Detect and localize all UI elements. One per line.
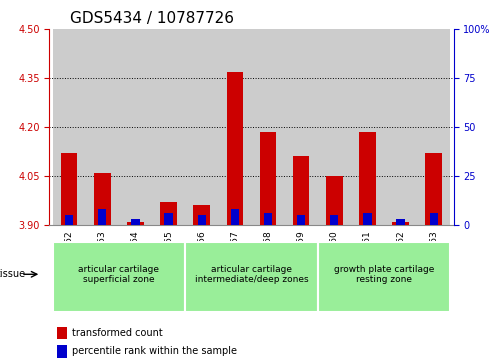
FancyBboxPatch shape: [53, 241, 185, 312]
FancyBboxPatch shape: [317, 241, 450, 312]
Bar: [127, 222, 144, 225]
Bar: [293, 156, 310, 225]
Bar: [119, 29, 152, 225]
Bar: [57, 345, 68, 358]
FancyBboxPatch shape: [185, 241, 317, 312]
Bar: [351, 29, 384, 225]
Text: transformed count: transformed count: [71, 328, 162, 338]
Text: GDS5434 / 10787726: GDS5434 / 10787726: [70, 12, 234, 26]
Bar: [218, 29, 251, 225]
Bar: [264, 213, 272, 225]
Bar: [260, 132, 276, 225]
Bar: [330, 215, 338, 225]
Bar: [198, 215, 206, 225]
Bar: [417, 29, 450, 225]
Bar: [317, 29, 351, 225]
Bar: [425, 153, 442, 225]
Bar: [152, 29, 185, 225]
Bar: [185, 29, 218, 225]
Bar: [251, 29, 284, 225]
Bar: [86, 29, 119, 225]
Bar: [53, 29, 86, 225]
Bar: [227, 72, 243, 225]
Bar: [326, 176, 343, 225]
Bar: [396, 219, 405, 225]
Bar: [98, 209, 106, 225]
Bar: [131, 219, 140, 225]
Bar: [94, 173, 110, 225]
Bar: [392, 222, 409, 225]
Bar: [284, 29, 317, 225]
Bar: [384, 29, 417, 225]
Text: growth plate cartilage
resting zone: growth plate cartilage resting zone: [334, 265, 434, 284]
Bar: [429, 213, 438, 225]
Text: articular cartilage
superficial zone: articular cartilage superficial zone: [78, 265, 159, 284]
Bar: [61, 153, 77, 225]
Bar: [165, 213, 173, 225]
Text: tissue: tissue: [0, 269, 26, 279]
Bar: [359, 132, 376, 225]
Bar: [363, 213, 372, 225]
Bar: [231, 209, 239, 225]
Bar: [57, 327, 68, 339]
Bar: [160, 202, 177, 225]
Text: articular cartilage
intermediate/deep zones: articular cartilage intermediate/deep zo…: [195, 265, 308, 284]
Bar: [193, 205, 210, 225]
Text: percentile rank within the sample: percentile rank within the sample: [71, 346, 237, 356]
Bar: [65, 215, 73, 225]
Bar: [297, 215, 305, 225]
